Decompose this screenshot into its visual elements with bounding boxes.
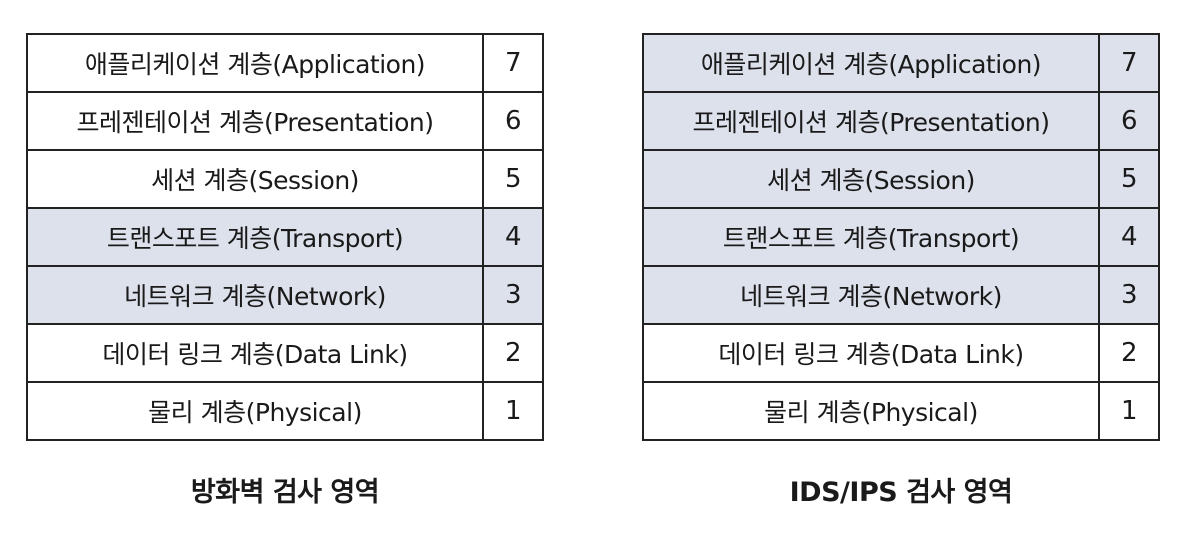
layer-number-cell: 4 — [1098, 207, 1160, 267]
osi-layer-table: 애플리케이션 계층(Application) 7 프레젠테이션 계층(Prese… — [26, 33, 544, 441]
osi-row-layer-6: 프레젠테이션 계층(Presentation) 6 — [642, 91, 1160, 151]
layer-name-cell: 네트워크 계층(Network) — [26, 265, 484, 325]
osi-row-layer-7: 애플리케이션 계층(Application) 7 — [642, 33, 1160, 93]
osi-row-layer-5: 세션 계층(Session) 5 — [26, 149, 544, 209]
layer-number-cell: 2 — [1098, 323, 1160, 383]
layer-name-cell: 애플리케이션 계층(Application) — [26, 33, 484, 93]
osi-row-layer-4: 트랜스포트 계층(Transport) 4 — [26, 207, 544, 267]
osi-row-layer-4: 트랜스포트 계층(Transport) 4 — [642, 207, 1160, 267]
layer-name-cell: 물리 계층(Physical) — [26, 381, 484, 441]
osi-row-layer-2: 데이터 링크 계층(Data Link) 2 — [26, 323, 544, 383]
layer-name-cell: 데이터 링크 계층(Data Link) — [642, 323, 1100, 383]
ids-ips-osi-table-panel: 애플리케이션 계층(Application) 7 프레젠테이션 계층(Prese… — [642, 33, 1160, 441]
layer-number-cell: 5 — [482, 149, 544, 209]
layer-name-cell: 데이터 링크 계층(Data Link) — [26, 323, 484, 383]
layer-name-cell: 세션 계층(Session) — [642, 149, 1100, 209]
layer-name-cell: 애플리케이션 계층(Application) — [642, 33, 1100, 93]
layer-name-cell: 프레젠테이션 계층(Presentation) — [642, 91, 1100, 151]
layer-number-cell: 3 — [482, 265, 544, 325]
osi-row-layer-5: 세션 계층(Session) 5 — [642, 149, 1160, 209]
layer-name-cell: 프레젠테이션 계층(Presentation) — [26, 91, 484, 151]
layer-number-cell: 7 — [1098, 33, 1160, 93]
layer-number-cell: 1 — [482, 381, 544, 441]
layer-number-cell: 3 — [1098, 265, 1160, 325]
firewall-inspection-caption: 방화벽 검사 영역 — [190, 477, 380, 508]
layer-name-cell: 네트워크 계층(Network) — [642, 265, 1100, 325]
layer-name-cell: 트랜스포트 계층(Transport) — [642, 207, 1100, 267]
layer-number-cell: 7 — [482, 33, 544, 93]
layer-number-cell: 6 — [482, 91, 544, 151]
ids-ips-inspection-caption: IDS/IPS 검사 영역 — [789, 477, 1013, 508]
osi-row-layer-3: 네트워크 계층(Network) 3 — [26, 265, 544, 325]
osi-row-layer-1: 물리 계층(Physical) 1 — [642, 381, 1160, 441]
osi-row-layer-2: 데이터 링크 계층(Data Link) 2 — [642, 323, 1160, 383]
osi-row-layer-7: 애플리케이션 계층(Application) 7 — [26, 33, 544, 93]
firewall-osi-table-panel: 애플리케이션 계층(Application) 7 프레젠테이션 계층(Prese… — [26, 33, 544, 441]
layer-number-cell: 6 — [1098, 91, 1160, 151]
layer-number-cell: 4 — [482, 207, 544, 267]
osi-row-layer-3: 네트워크 계층(Network) 3 — [642, 265, 1160, 325]
osi-row-layer-6: 프레젠테이션 계층(Presentation) 6 — [26, 91, 544, 151]
osi-row-layer-1: 물리 계층(Physical) 1 — [26, 381, 544, 441]
osi-layer-table: 애플리케이션 계층(Application) 7 프레젠테이션 계층(Prese… — [642, 33, 1160, 441]
layer-name-cell: 세션 계층(Session) — [26, 149, 484, 209]
layer-number-cell: 5 — [1098, 149, 1160, 209]
layer-name-cell: 물리 계층(Physical) — [642, 381, 1100, 441]
layer-name-cell: 트랜스포트 계층(Transport) — [26, 207, 484, 267]
layer-number-cell: 1 — [1098, 381, 1160, 441]
layer-number-cell: 2 — [482, 323, 544, 383]
